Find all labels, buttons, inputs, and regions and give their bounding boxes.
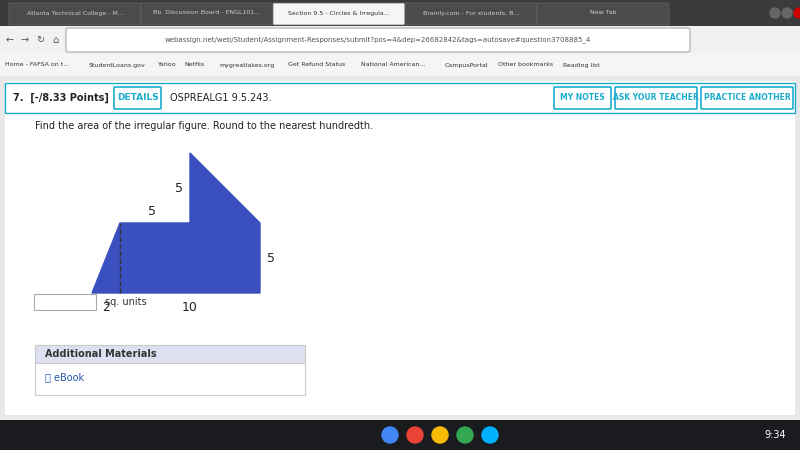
Bar [5, 81, 795, 415]
FancyBboxPatch shape [66, 28, 690, 52]
Bar [0, 54, 800, 76]
Bar [35, 345, 305, 363]
FancyBboxPatch shape [537, 3, 669, 25]
Text: PRACTICE ANOTHER: PRACTICE ANOTHER [704, 94, 790, 103]
Circle shape [457, 427, 473, 443]
Bar [35, 345, 305, 395]
FancyBboxPatch shape [615, 87, 697, 109]
Circle shape [770, 8, 780, 18]
Text: DETAILS: DETAILS [117, 94, 158, 103]
Text: Bb  Discussion Board - ENGL101...: Bb Discussion Board - ENGL101... [154, 10, 261, 15]
Text: webassign.net/web/Student/Assignment-Responses/submit?pos=4&dep=26682842&tags=au: webassign.net/web/Student/Assignment-Res… [165, 36, 591, 43]
Text: 10: 10 [182, 302, 198, 315]
Circle shape [432, 427, 448, 443]
Text: New Tab: New Tab [590, 10, 616, 15]
Text: OSPREALG1 9.5.243.: OSPREALG1 9.5.243. [170, 93, 271, 103]
FancyBboxPatch shape [114, 87, 161, 109]
Polygon shape [92, 153, 260, 293]
Circle shape [407, 427, 423, 443]
FancyBboxPatch shape [701, 87, 793, 109]
Bar [0, 26, 800, 54]
Text: ASK YOUR TEACHER: ASK YOUR TEACHER [613, 94, 699, 103]
FancyBboxPatch shape [554, 87, 611, 109]
FancyBboxPatch shape [273, 3, 405, 25]
Text: National American...: National American... [361, 63, 425, 68]
Text: →: → [21, 35, 29, 45]
Text: MY NOTES: MY NOTES [560, 94, 605, 103]
Text: ←: ← [6, 35, 14, 45]
Bar [0, 420, 800, 450]
Text: Netflix: Netflix [185, 63, 206, 68]
Text: Other bookmarks: Other bookmarks [498, 63, 554, 68]
Text: Get Refund Status: Get Refund Status [288, 63, 346, 68]
Text: 5: 5 [267, 252, 275, 265]
Text: Find the area of the irregular figure. Round to the nearest hundredth.: Find the area of the irregular figure. R… [35, 121, 373, 131]
FancyBboxPatch shape [405, 3, 537, 25]
Text: Reading list: Reading list [563, 63, 600, 68]
Text: sq. units: sq. units [105, 297, 146, 307]
Text: 5: 5 [175, 181, 183, 194]
Text: Brainly.com - For students, B...: Brainly.com - For students, B... [423, 10, 519, 15]
Text: 5: 5 [148, 205, 156, 218]
FancyBboxPatch shape [141, 3, 273, 25]
Text: CampusPortal: CampusPortal [445, 63, 489, 68]
Text: StudentLoans.gov: StudentLoans.gov [89, 63, 146, 68]
FancyBboxPatch shape [34, 294, 96, 310]
Text: 📖 eBook: 📖 eBook [45, 372, 84, 382]
Text: Atlanta Technical College - M...: Atlanta Technical College - M... [26, 10, 123, 15]
Text: ⌂: ⌂ [52, 35, 58, 45]
Circle shape [794, 8, 800, 18]
Text: 9:34: 9:34 [764, 430, 786, 440]
Bar [5, 83, 795, 113]
Text: Home - FAFSA on t...: Home - FAFSA on t... [5, 63, 70, 68]
Bar [0, 0, 800, 26]
Text: Yahoo: Yahoo [158, 63, 177, 68]
Text: Additional Materials: Additional Materials [45, 349, 157, 359]
Text: mygreatlakes.org: mygreatlakes.org [219, 63, 274, 68]
FancyBboxPatch shape [9, 3, 141, 25]
Bar [0, 76, 800, 420]
Text: 2: 2 [102, 302, 110, 315]
Text: 7.  [-/8.33 Points]: 7. [-/8.33 Points] [13, 93, 109, 103]
Circle shape [482, 427, 498, 443]
Text: ↻: ↻ [36, 35, 44, 45]
Circle shape [782, 8, 792, 18]
Text: Section 9.5 - Circles & Irregula...: Section 9.5 - Circles & Irregula... [288, 10, 390, 15]
Circle shape [382, 427, 398, 443]
